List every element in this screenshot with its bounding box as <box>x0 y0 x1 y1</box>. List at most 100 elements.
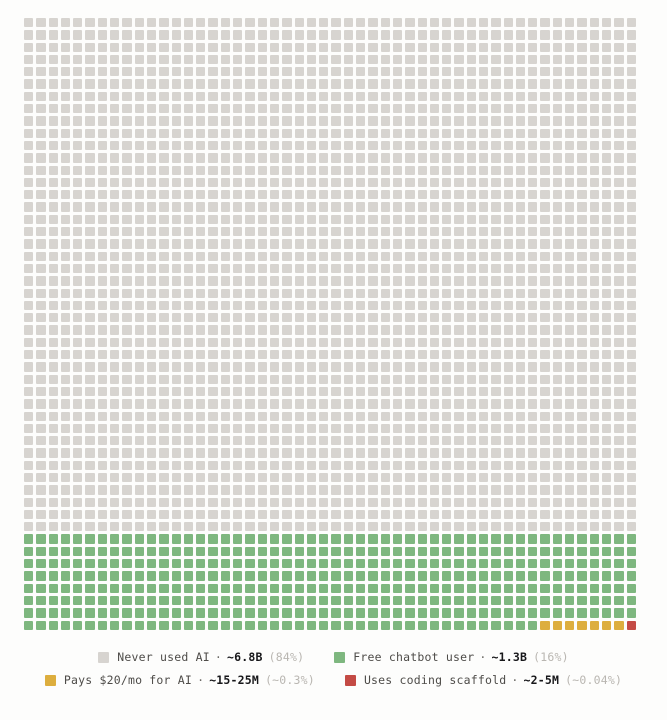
waffle-cell <box>257 559 267 569</box>
waffle-cell <box>48 399 58 409</box>
waffle-cell <box>269 54 280 65</box>
waffle-cell <box>589 374 599 384</box>
waffle-cell <box>73 374 83 384</box>
waffle-cell <box>48 485 58 495</box>
waffle-cell <box>331 128 341 138</box>
waffle-cell <box>491 67 501 77</box>
waffle-cell <box>220 67 231 77</box>
waffle-cell <box>503 534 513 544</box>
waffle-cell <box>159 423 169 434</box>
waffle-cell <box>331 608 341 618</box>
waffle-cell <box>146 190 157 200</box>
waffle-cell <box>306 411 317 421</box>
waffle-cell <box>159 116 169 126</box>
waffle-cell <box>491 300 501 311</box>
waffle-cell <box>294 399 304 409</box>
waffle-cell <box>528 374 538 384</box>
waffle-cell <box>343 67 354 77</box>
waffle-cell <box>159 546 169 557</box>
waffle-cell <box>392 251 403 261</box>
waffle-cell <box>60 325 71 335</box>
waffle-cell <box>159 190 169 200</box>
waffle-cell <box>626 571 636 581</box>
waffle-cell <box>110 263 120 274</box>
waffle-cell <box>282 399 292 409</box>
waffle-cell <box>306 522 317 532</box>
waffle-cell <box>528 18 538 28</box>
waffle-cell <box>85 190 95 200</box>
waffle-cell <box>343 288 354 298</box>
waffle-cell <box>208 288 218 298</box>
waffle-cell <box>146 67 157 77</box>
waffle-cell <box>343 534 354 544</box>
waffle-cell <box>85 595 95 606</box>
waffle-cell <box>491 546 501 557</box>
waffle-cell <box>60 583 71 593</box>
waffle-cell <box>196 140 206 151</box>
waffle-cell <box>134 620 144 630</box>
waffle-cell <box>466 140 476 151</box>
waffle-cell <box>503 79 513 89</box>
waffle-cell <box>294 374 304 384</box>
legend-label-pays-for-ai: Pays $20/mo for AI <box>63 673 193 687</box>
waffle-cell <box>159 30 169 40</box>
waffle-cell <box>331 399 341 409</box>
waffle-cell <box>503 153 513 163</box>
waffle-cell <box>466 337 476 348</box>
waffle-cell <box>540 165 550 175</box>
legend-value-free-chatbot-user: ~1.3B <box>491 650 528 664</box>
waffle-cell <box>577 497 587 507</box>
waffle-cell <box>196 497 206 507</box>
waffle-cell <box>380 251 390 261</box>
waffle-cell <box>208 18 218 28</box>
waffle-cell <box>331 325 341 335</box>
waffle-cell <box>601 177 612 188</box>
waffle-cell <box>319 472 329 483</box>
waffle-cell <box>85 534 95 544</box>
waffle-cell <box>134 251 144 261</box>
waffle-cell <box>429 18 440 28</box>
waffle-cell <box>601 18 612 28</box>
waffle-cell <box>356 91 366 102</box>
waffle-cell <box>134 583 144 593</box>
waffle-cell <box>454 423 464 434</box>
waffle-cell <box>405 386 415 397</box>
waffle-cell <box>24 423 34 434</box>
waffle-cell <box>97 263 108 274</box>
waffle-cell <box>97 177 108 188</box>
waffle-cell <box>60 399 71 409</box>
waffle-cell <box>196 571 206 581</box>
waffle-cell <box>73 325 83 335</box>
waffle-cell <box>24 263 34 274</box>
waffle-cell <box>24 239 34 249</box>
waffle-cell <box>269 30 280 40</box>
waffle-cell <box>442 128 452 138</box>
waffle-cell <box>577 362 587 372</box>
waffle-cell <box>540 583 550 593</box>
waffle-cell <box>331 448 341 458</box>
waffle-cell <box>626 263 636 274</box>
waffle-cell <box>97 288 108 298</box>
waffle-cell <box>257 263 267 274</box>
waffle-cell <box>134 227 144 237</box>
waffle-cell <box>196 509 206 520</box>
waffle-cell <box>85 583 95 593</box>
waffle-cell <box>614 522 624 532</box>
waffle-cell <box>601 386 612 397</box>
waffle-cell <box>626 337 636 348</box>
waffle-cell <box>392 313 403 323</box>
waffle-cell <box>515 42 526 52</box>
waffle-cell <box>417 251 427 261</box>
waffle-cell <box>392 190 403 200</box>
waffle-cell <box>491 411 501 421</box>
waffle-cell <box>528 54 538 65</box>
waffle-cell <box>466 325 476 335</box>
waffle-cell <box>331 67 341 77</box>
waffle-cell <box>183 485 194 495</box>
waffle-cell <box>110 620 120 630</box>
waffle-cell <box>577 263 587 274</box>
waffle-cell <box>601 472 612 483</box>
waffle-cell <box>110 350 120 360</box>
waffle-cell <box>245 448 255 458</box>
waffle-cell <box>565 18 575 28</box>
